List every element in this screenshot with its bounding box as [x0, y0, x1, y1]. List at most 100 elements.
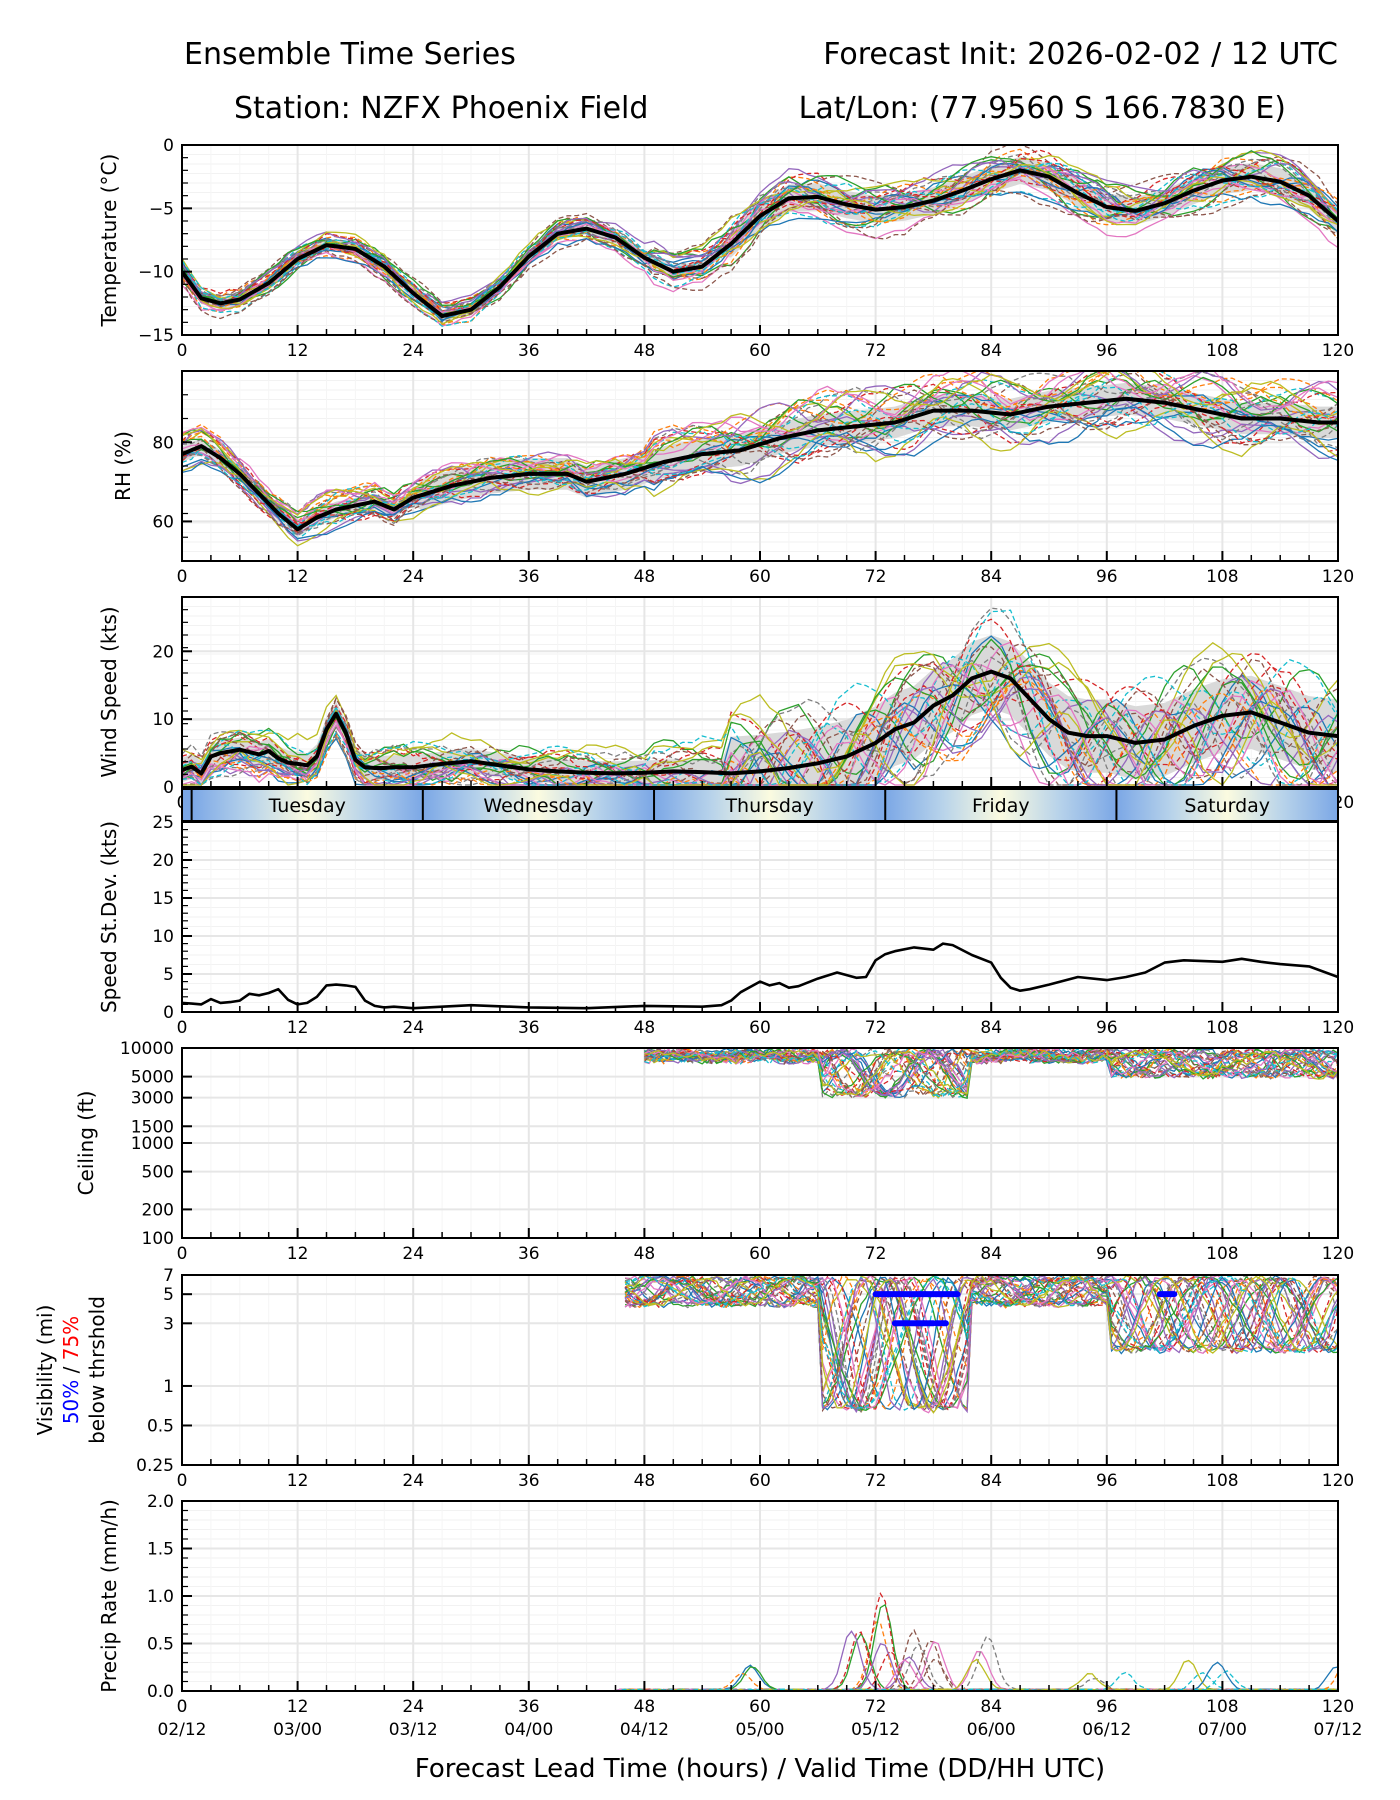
panel-ceiling: 0 12 24 36 48 60 72 84 96 108 120 100 200 500 10001500…	[74, 1039, 1354, 1264]
x-tick-label: 0	[177, 1244, 188, 1264]
member-line	[182, 641, 1338, 773]
x-tick-label: 0	[177, 1471, 188, 1491]
x-tick-label: 84	[980, 1244, 1002, 1264]
x-tick-label: 120	[1322, 1697, 1354, 1717]
member-line	[182, 643, 1338, 786]
x-tick-label: 60	[749, 567, 771, 587]
y-tick-label: 20	[152, 851, 174, 871]
x-tick-label: 24	[402, 567, 424, 587]
figure-title: Ensemble Time Series	[184, 37, 516, 72]
y-tick-label: 0	[163, 1003, 174, 1023]
x-tick-label: 108	[1206, 1018, 1238, 1038]
member-line	[624, 1275, 1338, 1413]
valid-time-label: 05/12	[851, 1720, 900, 1740]
member-line	[182, 653, 1338, 786]
member-line	[644, 1048, 1338, 1097]
x-tick-label: 0	[177, 341, 188, 361]
member-line	[624, 1275, 1338, 1411]
y-tick-label: 10000	[120, 1039, 174, 1059]
valid-time-label: 07/12	[1314, 1720, 1363, 1740]
x-tick-label: 12	[287, 1018, 309, 1038]
day-segment	[654, 789, 886, 821]
x-tick-label: 36	[518, 1471, 540, 1491]
label-sep: /	[59, 1360, 83, 1379]
valid-time-label: 06/12	[1082, 1720, 1131, 1740]
member-line	[182, 190, 1338, 327]
y-tick-label: 5	[163, 965, 174, 985]
x-tick-label: 108	[1206, 341, 1238, 361]
y-tick-label: 15	[152, 889, 174, 909]
member-line	[182, 371, 1338, 515]
x-tick-label: 48	[634, 1471, 656, 1491]
x-tick-label: 60	[749, 1244, 771, 1264]
y-tick-label: 3000	[131, 1089, 174, 1109]
y-tick-label: 10	[152, 927, 174, 947]
member-line	[182, 189, 1338, 323]
day-segment	[885, 789, 1117, 821]
x-tick-label: 96	[1096, 1018, 1118, 1038]
valid-time-label: 06/00	[967, 1720, 1016, 1740]
member-line	[624, 1275, 1338, 1409]
x-tick-label: 36	[518, 1018, 540, 1038]
member-line	[624, 1275, 1338, 1414]
member-line	[644, 1048, 1338, 1097]
x-tick-label: 96	[1096, 341, 1118, 361]
panel-precip: 0 12 24 36 48 60 72 84 96 108 120 0.0 0.5 1.0 1.5 2.0 Pr…	[97, 1492, 1354, 1717]
label-75pct: 75%	[59, 1316, 83, 1360]
member-line	[182, 396, 1338, 536]
x-tick-label: 36	[518, 1697, 540, 1717]
panel-wind_speed: 0122436486072849610812001020Wind Speed (…	[97, 596, 1354, 813]
x-tick-label: 96	[1096, 1697, 1118, 1717]
day-bar: Tuesday Wednesday Thursday Friday Saturday	[181, 788, 1339, 822]
y-axis-label: RH (%)	[111, 431, 135, 501]
x-tick-label: 12	[287, 567, 309, 587]
x-tick-label: 108	[1206, 567, 1238, 587]
x-tick-label: 108	[1206, 1471, 1238, 1491]
day-label: Tuesday	[268, 795, 346, 817]
valid-time-label: 04/12	[620, 1720, 669, 1740]
x-tick-label: 48	[634, 341, 656, 361]
plot-area	[624, 1275, 1338, 1414]
y-tick-label: 0.5	[147, 1635, 174, 1655]
y-axis-label: Visibility (mi)	[33, 1305, 57, 1436]
valid-time-label: 03/00	[273, 1720, 322, 1740]
member-line	[624, 1275, 1338, 1409]
member-line	[625, 1275, 1338, 1409]
member-line	[182, 371, 1338, 530]
x-tick-label: 72	[865, 341, 887, 361]
member-line	[182, 371, 1338, 513]
x-tick-label: 60	[749, 1697, 771, 1717]
valid-time-label: 04/00	[504, 1720, 553, 1740]
member-line	[182, 664, 1338, 786]
y-tick-label: −10	[138, 263, 174, 283]
y-tick-label: 0	[163, 778, 174, 798]
x-tick-label: 72	[865, 1697, 887, 1717]
x-tick-label: 60	[749, 1018, 771, 1038]
member-line	[182, 652, 1338, 786]
member-line	[182, 403, 1338, 542]
x-tick-label: 12	[287, 341, 309, 361]
y-axis-label: Precip Rate (mm/h)	[97, 1499, 121, 1693]
x-tick-label: 84	[980, 341, 1002, 361]
y-tick-label: 2.0	[147, 1492, 174, 1512]
y-axis-sublabel: 50% / 75%	[59, 1316, 83, 1424]
x-tick-label: 48	[634, 1018, 656, 1038]
day-segment	[182, 789, 192, 821]
x-tick-label: 108	[1206, 1697, 1238, 1717]
x-tick-label: 0	[177, 567, 188, 587]
label-50pct: 50%	[59, 1380, 83, 1424]
member-line	[182, 371, 1338, 516]
member-line	[182, 191, 1338, 321]
member-line	[182, 385, 1338, 541]
member-line	[644, 1048, 1338, 1094]
y-tick-label: −5	[149, 199, 174, 219]
y-tick-label: −15	[138, 326, 174, 346]
panel-temperature: 0 12 24 36 48 60 72 84 96 108 120 −15 −10 −5 0 Temperat…	[97, 136, 1354, 361]
member-line	[624, 1275, 1338, 1411]
ensemble-mean-line	[182, 669, 1338, 776]
spread-band	[182, 382, 1338, 538]
y-axis-sublabel2: below thrshold	[85, 1296, 109, 1444]
member-line	[182, 159, 1338, 315]
x-tick-label: 72	[865, 1471, 887, 1491]
